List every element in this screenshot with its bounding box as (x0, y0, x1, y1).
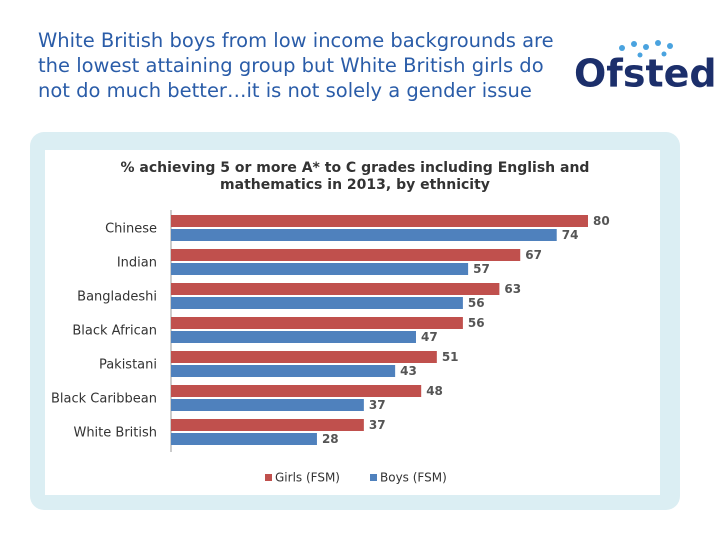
category-label: Black Caribbean (51, 392, 157, 407)
category-label: Indian (117, 256, 157, 271)
value-label: 74 (562, 228, 579, 242)
value-label: 48 (426, 384, 443, 398)
logo: Ofsted (574, 52, 717, 96)
category-label: Bangladeshi (77, 290, 157, 305)
value-label: 56 (468, 316, 485, 330)
category-label: Chinese (105, 222, 157, 237)
bar (171, 365, 396, 377)
heading: White British boys from low income backg… (38, 29, 554, 102)
bar (171, 229, 557, 241)
chart-title: % achieving 5 or more A* to C grades inc… (120, 160, 590, 193)
legend-label: Boys (FSM) (380, 471, 447, 485)
bar (171, 399, 364, 411)
value-label: 37 (369, 418, 386, 432)
bar (171, 331, 416, 343)
category-label: White British (73, 426, 157, 441)
category-label: Black African (72, 324, 157, 339)
value-label: 37 (369, 398, 386, 412)
bar (171, 351, 437, 363)
value-label: 56 (468, 296, 485, 310)
bar (171, 385, 422, 397)
category-label: Pakistani (99, 358, 157, 373)
bar (171, 433, 317, 445)
value-label: 63 (504, 282, 521, 296)
bar (171, 317, 463, 329)
bar (171, 283, 500, 295)
value-label: 43 (400, 364, 417, 378)
value-label: 51 (442, 350, 459, 364)
bar (171, 263, 469, 275)
logo-stars (619, 40, 673, 58)
bar (171, 249, 521, 261)
value-label: 67 (525, 248, 542, 262)
legend-label: Girls (FSM) (275, 471, 340, 485)
value-label: 47 (421, 330, 438, 344)
legend-swatch (265, 474, 272, 481)
legend-swatch (370, 474, 377, 481)
bar (171, 419, 364, 431)
value-label: 57 (473, 262, 490, 276)
value-label: 28 (322, 432, 339, 446)
bar (171, 297, 463, 309)
bar (171, 215, 588, 227)
value-label: 80 (593, 214, 610, 228)
